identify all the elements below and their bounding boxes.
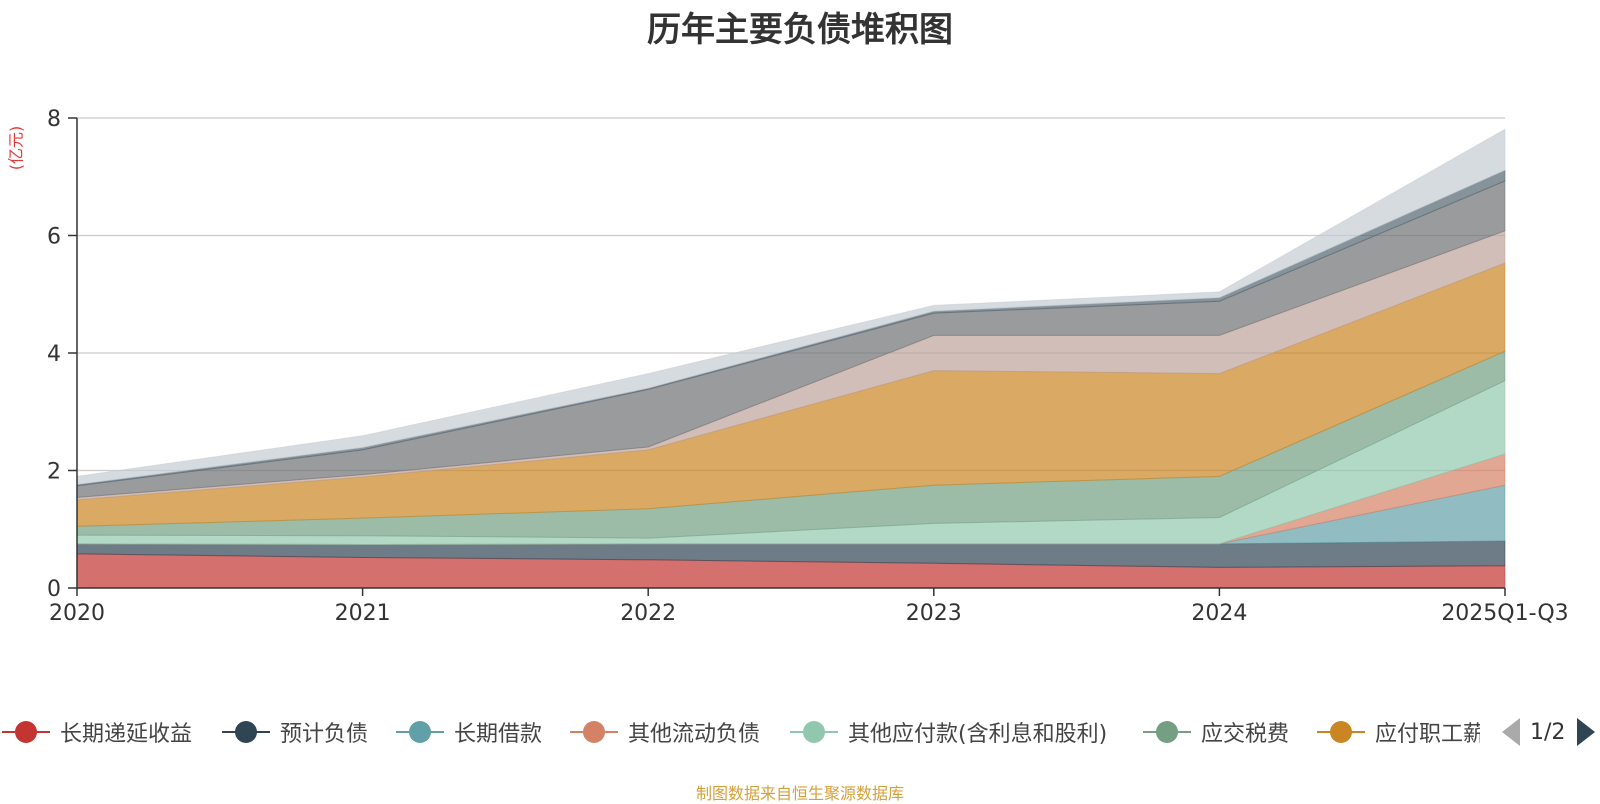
x-tick-label: 2024 (1191, 601, 1247, 626)
legend-marker-icon (570, 720, 618, 744)
legend-marker-icon (790, 720, 838, 744)
legend-label: 预计负债 (280, 722, 369, 747)
y-tick-label: 0 (47, 577, 61, 602)
legend-item[interactable]: 应付职工薪酬 (1317, 714, 1480, 750)
legend-item[interactable]: 长期借款 (396, 714, 542, 750)
legend-label: 其他流动负债 (628, 722, 761, 747)
legend-item[interactable]: 其他流动负债 (570, 714, 760, 750)
legend-item[interactable]: 应交税费 (1143, 714, 1289, 750)
y-tick-label: 4 (47, 342, 61, 367)
legend-marker-icon (2, 720, 50, 744)
legend-item[interactable]: 长期递延收益 (2, 714, 192, 750)
legend-label: 长期借款 (454, 722, 543, 747)
legend-prev-page-icon[interactable] (1502, 718, 1520, 746)
legend-marker-icon (1317, 720, 1365, 744)
x-tick-label: 2020 (49, 601, 105, 626)
area-series-layer (76, 128, 1506, 589)
legend-marker-icon (396, 720, 444, 744)
legend-label: 长期递延收益 (60, 722, 193, 747)
legend-next-page-icon[interactable] (1577, 718, 1596, 746)
x-tick-label: 2022 (620, 601, 676, 626)
legend: 长期递延收益 预计负债 长期借款 其他流动负债 其他应付款(含利息和股利) 应交税费 应付职… (0, 714, 1600, 754)
x-tick-label: 2021 (335, 601, 391, 626)
legend-item[interactable]: 其他应付款(含利息和股利) (790, 714, 1107, 750)
legend-label: 其他应付款(含利息和股利) (848, 722, 1108, 747)
legend-item[interactable]: 预计负债 (222, 714, 368, 750)
x-tick-label: 2023 (906, 601, 962, 626)
legend-page-indicator: 1/2 (1530, 719, 1566, 745)
legend-label: 应交税费 (1201, 722, 1290, 747)
chart-title: 历年主要负债堆积图 (647, 10, 953, 50)
x-tick-label: 2025Q1-Q3 (1441, 601, 1568, 626)
axes: 0 2 4 6 8 2020 2021 2022 2023 2024 2025Q1-Q3 (47, 107, 1569, 626)
data-source-note: 制图数据来自恒生聚源数据库 (695, 784, 904, 803)
legend-marker-icon (222, 720, 270, 744)
legend-items: 长期递延收益 预计负债 长期借款 其他流动负债 其他应付款(含利息和股利) 应交税费 应付职… (0, 714, 1480, 754)
y-tick-label: 8 (47, 107, 61, 132)
y-tick-label: 2 (47, 460, 61, 485)
legend-pager: 1/2 (1502, 714, 1596, 750)
y-tick-label: 6 (47, 225, 61, 250)
legend-label: 应付职工薪酬 (1375, 722, 1480, 747)
legend-marker-icon (1143, 720, 1191, 744)
area-短期借款[interactable] (76, 128, 1506, 486)
